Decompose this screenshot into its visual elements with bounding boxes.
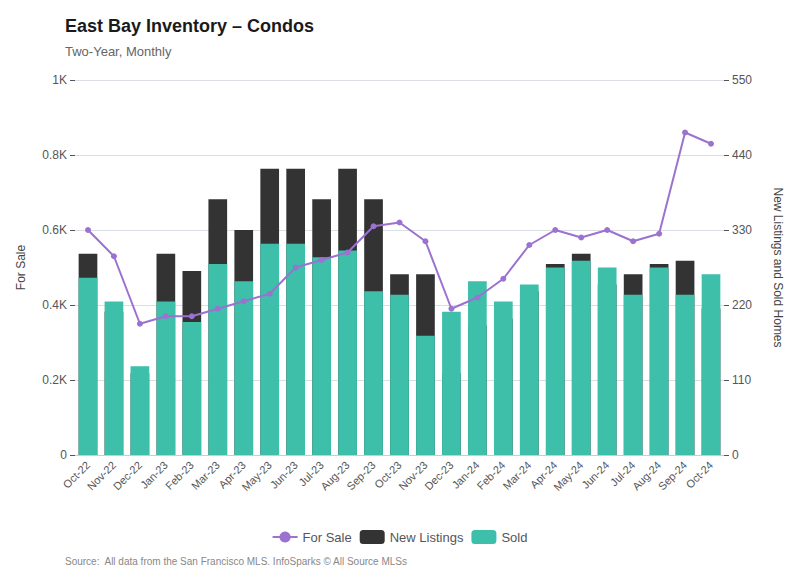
svg-text:110: 110 — [732, 373, 751, 387]
svg-text:Jun-24: Jun-24 — [579, 459, 611, 491]
svg-text:Mar-23: Mar-23 — [189, 459, 222, 492]
svg-text:0: 0 — [732, 448, 739, 462]
svg-text:For Sale: For Sale — [14, 245, 28, 291]
svg-text:440: 440 — [732, 148, 752, 162]
svg-text:Dec-23: Dec-23 — [422, 459, 456, 493]
svg-text:0.4K: 0.4K — [42, 298, 67, 312]
svg-text:Jul-24: Jul-24 — [607, 458, 638, 489]
svg-text:Feb-23: Feb-23 — [163, 458, 197, 492]
svg-text:0.2K: 0.2K — [42, 373, 67, 387]
svg-text:550: 550 — [732, 73, 752, 87]
svg-text:1K: 1K — [52, 73, 67, 87]
svg-text:Aug-23: Aug-23 — [318, 458, 352, 493]
svg-text:0.6K: 0.6K — [42, 223, 67, 237]
svg-text:Apr-24: Apr-24 — [527, 458, 560, 491]
svg-text:220: 220 — [732, 298, 752, 312]
svg-text:Oct-22: Oct-22 — [60, 458, 93, 491]
svg-text:Aug-24: Aug-24 — [629, 458, 664, 493]
svg-text:For Sale: For Sale — [303, 530, 352, 545]
svg-text:Jan-24: Jan-24 — [449, 458, 482, 491]
svg-text:Oct-24: Oct-24 — [683, 459, 715, 491]
svg-text:Source: All data from the San: Source: All data from the San Francisco … — [65, 556, 407, 567]
svg-text:May-24: May-24 — [551, 459, 585, 493]
svg-text:Two-Year, Monthly: Two-Year, Monthly — [65, 44, 172, 59]
svg-text:0: 0 — [60, 448, 67, 462]
svg-text:New Listings and Sold Homes: New Listings and Sold Homes — [771, 187, 785, 347]
svg-text:Jan-23: Jan-23 — [137, 458, 171, 491]
svg-text:Mar-24: Mar-24 — [500, 459, 533, 492]
svg-text:Sep-23: Sep-23 — [344, 459, 378, 493]
svg-text:Oct-23: Oct-23 — [371, 458, 404, 491]
svg-text:0.8K: 0.8K — [42, 148, 67, 162]
svg-text:Dec-22: Dec-22 — [111, 459, 145, 493]
svg-text:Nov-22: Nov-22 — [84, 458, 119, 493]
svg-text:Sold: Sold — [501, 530, 527, 545]
svg-text:Nov-23: Nov-23 — [396, 458, 430, 493]
svg-text:Feb-24: Feb-24 — [474, 458, 508, 492]
svg-text:East Bay Inventory – Condos: East Bay Inventory – Condos — [65, 16, 314, 36]
svg-text:Jul-23: Jul-23 — [296, 458, 326, 489]
svg-text:Apr-23: Apr-23 — [216, 458, 248, 491]
svg-text:Jun-23: Jun-23 — [268, 459, 300, 491]
svg-text:May-23: May-23 — [240, 459, 274, 493]
svg-text:Sep-24: Sep-24 — [656, 459, 690, 493]
svg-text:330: 330 — [732, 223, 752, 237]
svg-text:New Listings: New Listings — [390, 530, 464, 545]
